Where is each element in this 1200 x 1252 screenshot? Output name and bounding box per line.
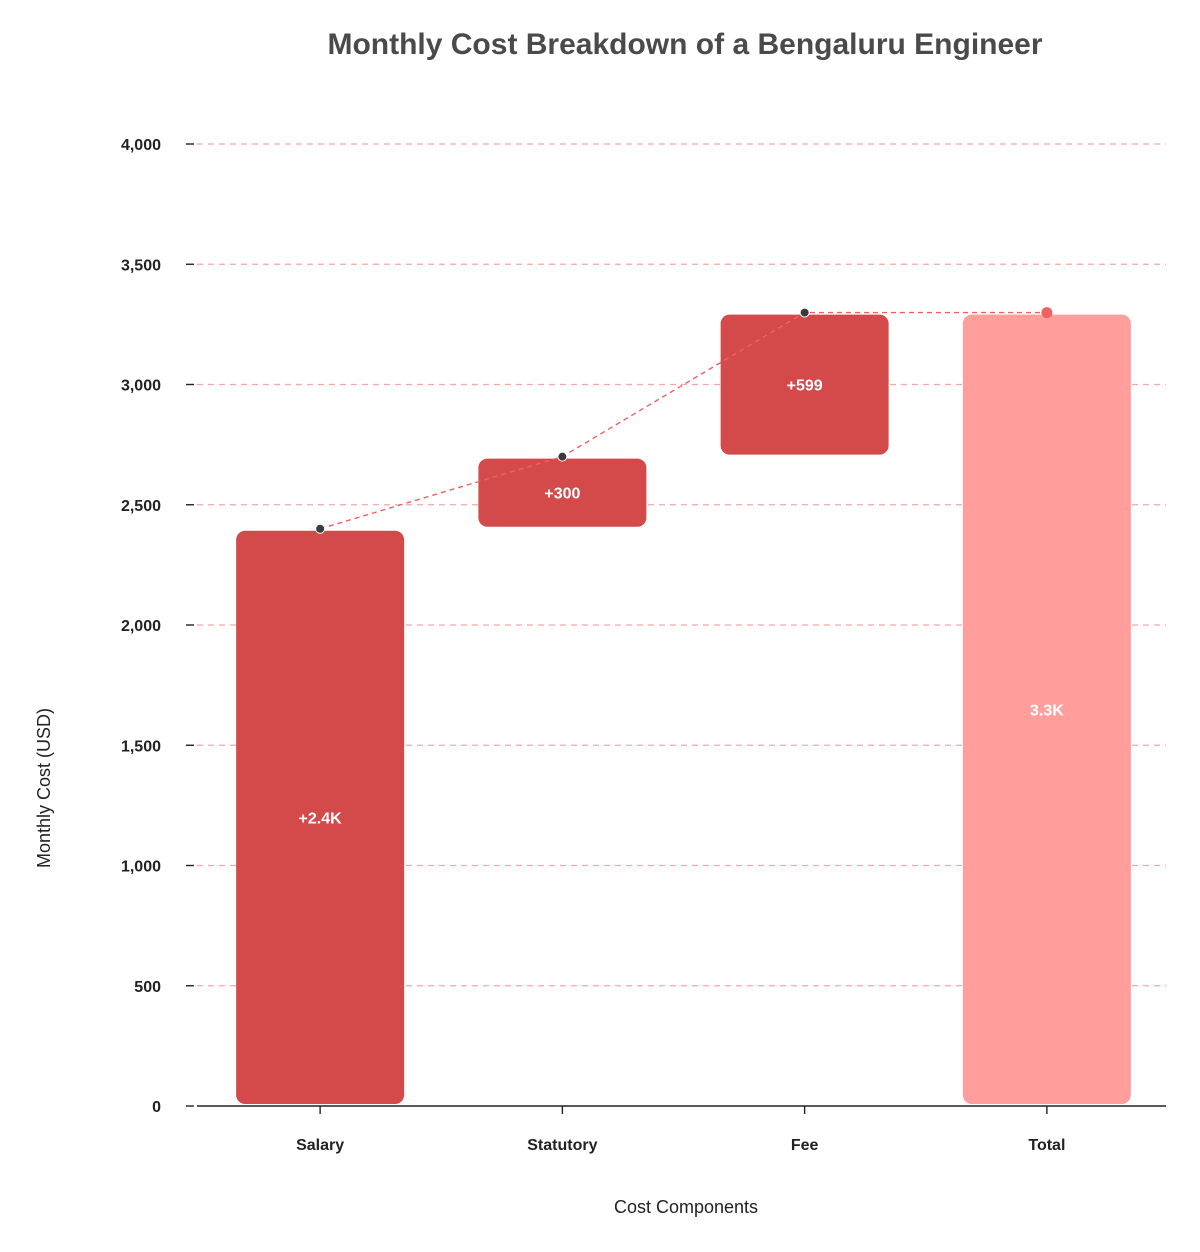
x-axis-title: Cost Components	[614, 1197, 758, 1217]
data-label: +300	[544, 486, 580, 503]
bar-statutory	[478, 458, 647, 527]
bar-fee	[720, 314, 889, 455]
y-tick-label: 2,000	[121, 618, 161, 635]
x-tick-label: Fee	[791, 1137, 819, 1154]
connector-marker	[799, 307, 810, 318]
connector-marker	[315, 523, 326, 534]
y-axis-title: Monthly Cost (USD)	[34, 708, 54, 868]
bar-salary	[236, 530, 405, 1104]
y-tick-label: 500	[134, 979, 161, 996]
data-label: +2.4K	[299, 810, 343, 827]
y-tick-label: 2,500	[121, 498, 161, 515]
connector-line	[319, 311, 1047, 530]
x-tick-label: Statutory	[527, 1137, 597, 1154]
y-tick-label: 4,000	[121, 137, 161, 154]
x-tick-label: Salary	[296, 1137, 344, 1154]
x-tick-label: Total	[1028, 1137, 1065, 1154]
y-tick-label: 1,500	[121, 738, 161, 755]
y-axis: 0 500 1,000 1,500 2,000 2,500 3,000 3,500 4,000	[121, 137, 194, 1116]
y-tick-label: 3,500	[121, 257, 161, 274]
y-tick-label: 0	[152, 1099, 161, 1116]
data-label: +599	[787, 378, 823, 395]
bars: +2.4K +300 +599 3.3K	[236, 314, 1131, 1104]
y-tick-label: 1,000	[121, 859, 161, 876]
connector-marker	[1041, 307, 1053, 319]
y-tick-label: 3,000	[121, 378, 161, 395]
connector-marker	[557, 451, 568, 462]
data-label: 3.3K	[1030, 702, 1064, 719]
connectors	[315, 307, 1053, 534]
chart-title: Monthly Cost Breakdown of a Bengaluru En…	[327, 28, 1043, 61]
bar-total	[962, 314, 1131, 1104]
x-axis: Salary Statutory Fee Total	[197, 1105, 1166, 1154]
